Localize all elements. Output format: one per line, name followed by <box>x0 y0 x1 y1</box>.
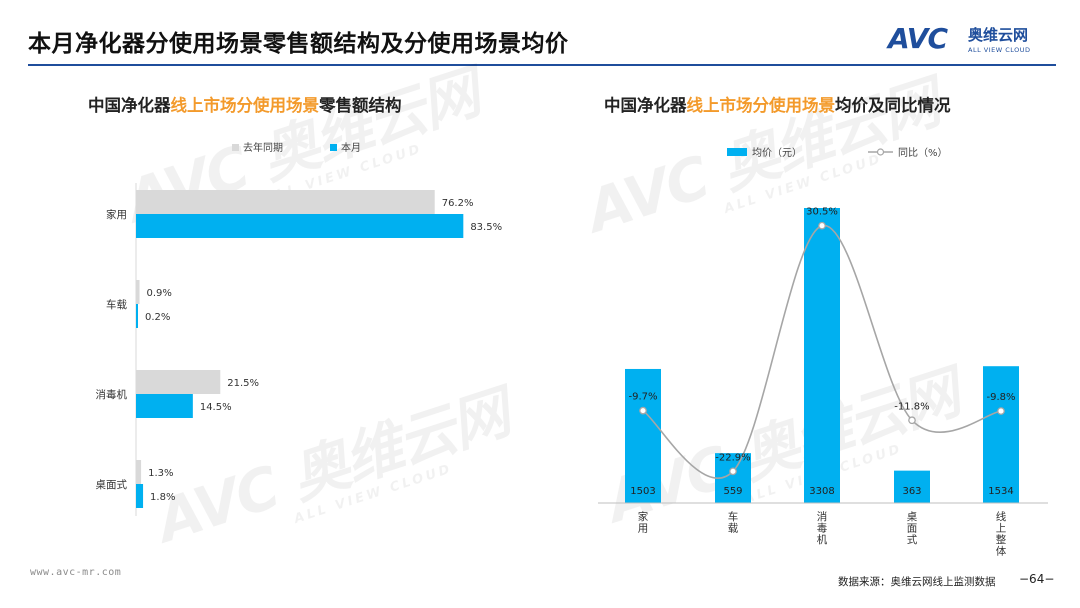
header-divider <box>28 64 1056 66</box>
price-label: 1534 <box>988 486 1013 497</box>
price-bar <box>625 368 661 503</box>
right-title-part-3: 均价及同比情况 <box>835 96 951 115</box>
bar-previous <box>136 460 142 484</box>
category-label-char: 上 <box>996 523 1007 535</box>
category-label-char: 车 <box>728 510 739 523</box>
left-title-part-1: 中国净化器 <box>88 96 171 115</box>
footer-url: www.avc-mr.com <box>30 567 122 578</box>
category-label-char: 整 <box>996 533 1007 546</box>
category-label-char: 体 <box>996 546 1007 558</box>
yoy-marker <box>818 221 826 230</box>
price-bar <box>894 470 930 503</box>
bar-current <box>136 394 193 418</box>
avc-logo: AVC 奥维云网 ALL VIEW CLOUD <box>888 24 1063 56</box>
right-title-part-1: 中国净化器 <box>604 96 687 115</box>
bar-current <box>136 304 138 328</box>
price-label: 363 <box>902 486 921 497</box>
right-chart-title: 中国净化器线上市场分使用场景均价及同比情况 <box>604 92 951 116</box>
left-title-part-3: 零售额结构 <box>319 96 402 115</box>
logo-mark: AVC <box>888 22 948 55</box>
bar-previous <box>136 190 435 214</box>
category-label-char: 载 <box>728 523 739 535</box>
data-label: 14.5% <box>200 402 232 413</box>
price-label: 1503 <box>630 486 655 497</box>
category-label: 车载 <box>106 298 127 311</box>
category-label: 消毒机 <box>96 388 128 401</box>
category-label-char: 面 <box>907 523 918 535</box>
bar-current <box>136 214 464 238</box>
yoy-label: -9.8% <box>986 392 1015 403</box>
data-label: 21.5% <box>227 378 259 389</box>
legend-label-line: 同比（%） <box>898 147 948 159</box>
category-label: 家用 <box>106 208 127 221</box>
category-label-char: 线 <box>996 510 1007 523</box>
yoy-marker <box>908 416 916 425</box>
category-label-char: 家 <box>638 510 649 523</box>
right-title-part-2: 线上市场分使用场景 <box>686 96 836 115</box>
bar-current <box>136 484 144 508</box>
yoy-label: 30.5% <box>806 207 838 218</box>
legend-swatch-1 <box>232 144 239 151</box>
category-label-char: 消 <box>817 510 828 523</box>
legend-label-2: 本月 <box>341 141 361 154</box>
yoy-label: -9.7% <box>628 392 657 403</box>
yoy-label: -11.8% <box>894 401 929 412</box>
data-label: 0.9% <box>147 288 172 299</box>
page-title: 本月净化器分使用场景零售额结构及分使用场景均价 <box>28 31 569 57</box>
logo-cn-text: 奥维云网 <box>968 26 1029 44</box>
legend-swatch-bar <box>727 148 747 156</box>
price-label: 559 <box>723 486 742 497</box>
category-label-char: 桌 <box>907 510 918 523</box>
footer-source: 数据来源：奥维云网线上监测数据 <box>838 576 996 588</box>
yoy-marker <box>729 467 737 476</box>
category-label-char: 用 <box>638 523 649 535</box>
page-number: −64− <box>1019 572 1055 586</box>
logo-en-text: ALL VIEW CLOUD <box>968 46 1031 54</box>
price-bar <box>983 366 1019 503</box>
yoy-label: -22.9% <box>715 452 750 463</box>
data-label: 1.3% <box>148 468 173 479</box>
yoy-marker <box>997 407 1005 415</box>
legend-label-bar: 均价（元） <box>752 147 802 159</box>
data-label: 0.2% <box>145 312 170 323</box>
category-label-char: 毒 <box>817 522 828 535</box>
legend-line-marker <box>876 148 885 156</box>
yoy-marker <box>639 406 647 415</box>
data-label: 76.2% <box>442 198 474 209</box>
price-label: 3308 <box>809 486 834 497</box>
legend-label-1: 去年同期 <box>243 141 283 154</box>
data-label: 83.5% <box>470 222 502 233</box>
category-label: 桌面式 <box>96 478 128 491</box>
category-label-char: 机 <box>817 533 828 546</box>
category-label-char: 式 <box>907 533 918 546</box>
legend-swatch-2 <box>330 144 337 151</box>
bar-previous <box>136 280 140 304</box>
left-title-part-2: 线上市场分使用场景 <box>170 96 320 115</box>
data-label: 1.8% <box>150 492 175 503</box>
left-chart-title: 中国净化器线上市场分使用场景零售额结构 <box>88 92 402 116</box>
bar-previous <box>136 370 221 394</box>
price-bar <box>804 208 840 503</box>
